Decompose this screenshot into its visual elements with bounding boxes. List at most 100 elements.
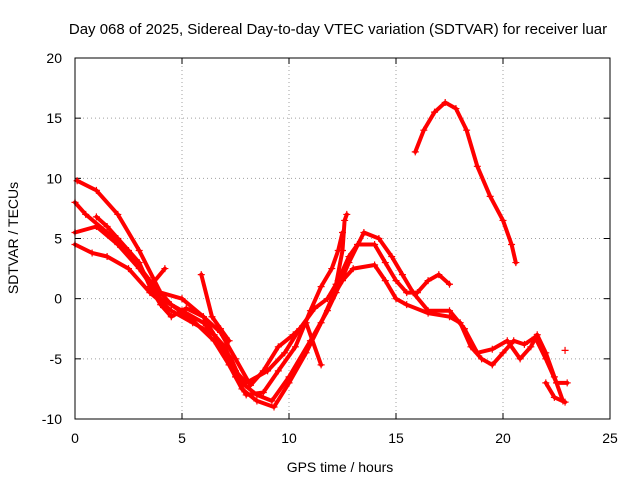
x-tick-label: 10 xyxy=(281,430,297,446)
data-point xyxy=(424,277,432,285)
data-point xyxy=(92,222,100,230)
data-point xyxy=(527,343,535,351)
data-point xyxy=(238,379,246,387)
data-point xyxy=(388,253,396,261)
series-line xyxy=(147,266,167,289)
x-tick-label: 5 xyxy=(178,430,186,446)
data-point xyxy=(317,283,325,291)
data-point xyxy=(259,367,267,375)
data-point xyxy=(289,331,297,339)
data-point xyxy=(561,346,569,354)
data-point xyxy=(92,213,100,221)
data-point xyxy=(542,379,550,387)
series-track-5 xyxy=(92,213,325,389)
data-point xyxy=(199,313,207,321)
data-point xyxy=(274,367,282,375)
data-point xyxy=(238,385,246,393)
data-point xyxy=(446,280,453,288)
series-group xyxy=(71,99,571,411)
data-point xyxy=(328,265,336,273)
data-point xyxy=(345,259,353,267)
data-point xyxy=(473,349,481,357)
series-line xyxy=(334,212,349,287)
data-point xyxy=(281,349,289,357)
data-point xyxy=(125,247,132,255)
data-point xyxy=(563,379,571,387)
data-point xyxy=(285,373,293,381)
data-point xyxy=(371,261,379,269)
data-point xyxy=(92,186,100,194)
series-track-7 xyxy=(197,271,233,345)
series-line xyxy=(94,214,324,388)
data-point xyxy=(246,381,254,389)
data-point xyxy=(431,108,439,116)
data-point xyxy=(371,241,379,249)
data-point xyxy=(392,277,400,285)
y-tick-label: 10 xyxy=(46,170,62,186)
data-point xyxy=(473,162,481,170)
series-line xyxy=(73,230,565,403)
data-point xyxy=(360,228,368,236)
data-point xyxy=(463,126,471,134)
data-point xyxy=(488,345,496,353)
series-line xyxy=(73,224,452,385)
data-point xyxy=(114,235,122,242)
data-point xyxy=(446,313,453,321)
data-point xyxy=(478,355,486,363)
data-point xyxy=(533,331,541,339)
data-point xyxy=(503,337,511,345)
series-track-8 xyxy=(332,210,351,288)
data-point xyxy=(435,271,443,279)
data-point xyxy=(424,307,432,315)
data-point xyxy=(339,247,346,255)
data-point xyxy=(488,361,496,369)
series-track-1 xyxy=(73,177,346,399)
y-tick-label: -10 xyxy=(42,411,62,427)
data-point xyxy=(268,397,276,405)
data-point xyxy=(508,241,516,249)
data-point xyxy=(259,389,267,397)
data-point xyxy=(157,301,165,309)
data-point xyxy=(189,319,197,327)
data-point xyxy=(253,397,261,405)
data-point xyxy=(167,307,175,315)
data-point xyxy=(291,343,299,351)
data-point xyxy=(403,289,411,297)
data-point xyxy=(311,304,319,312)
data-point xyxy=(324,307,332,315)
data-point xyxy=(199,319,207,327)
data-point xyxy=(103,253,111,261)
data-point xyxy=(135,247,143,255)
chart-title: Day 068 of 2025, Sidereal Day-to-day VTE… xyxy=(69,21,607,38)
data-point xyxy=(550,373,558,381)
series-track-9 xyxy=(411,99,520,267)
data-point xyxy=(341,216,349,224)
data-point xyxy=(225,337,233,345)
y-tick-label: 15 xyxy=(46,110,62,126)
data-point xyxy=(88,249,96,257)
data-point xyxy=(114,210,122,218)
data-point xyxy=(392,295,400,303)
data-point xyxy=(161,265,169,273)
data-point xyxy=(197,271,205,279)
data-point xyxy=(217,325,225,333)
data-point xyxy=(167,313,175,321)
data-point xyxy=(561,398,569,406)
data-point xyxy=(550,393,558,401)
data-point xyxy=(486,192,494,200)
series-track-2 xyxy=(71,198,571,411)
data-point xyxy=(324,295,332,303)
data-point xyxy=(516,355,524,363)
y-tick-label: 0 xyxy=(54,291,62,307)
data-point xyxy=(499,349,507,357)
x-tick-label: 25 xyxy=(602,430,618,446)
data-point xyxy=(403,301,411,309)
data-point xyxy=(446,307,453,315)
data-point xyxy=(409,289,417,297)
series-line xyxy=(199,272,232,343)
data-point xyxy=(114,241,122,249)
data-point xyxy=(411,148,419,156)
data-point xyxy=(499,216,507,224)
series-track-4 xyxy=(71,228,567,405)
data-point xyxy=(274,343,282,351)
